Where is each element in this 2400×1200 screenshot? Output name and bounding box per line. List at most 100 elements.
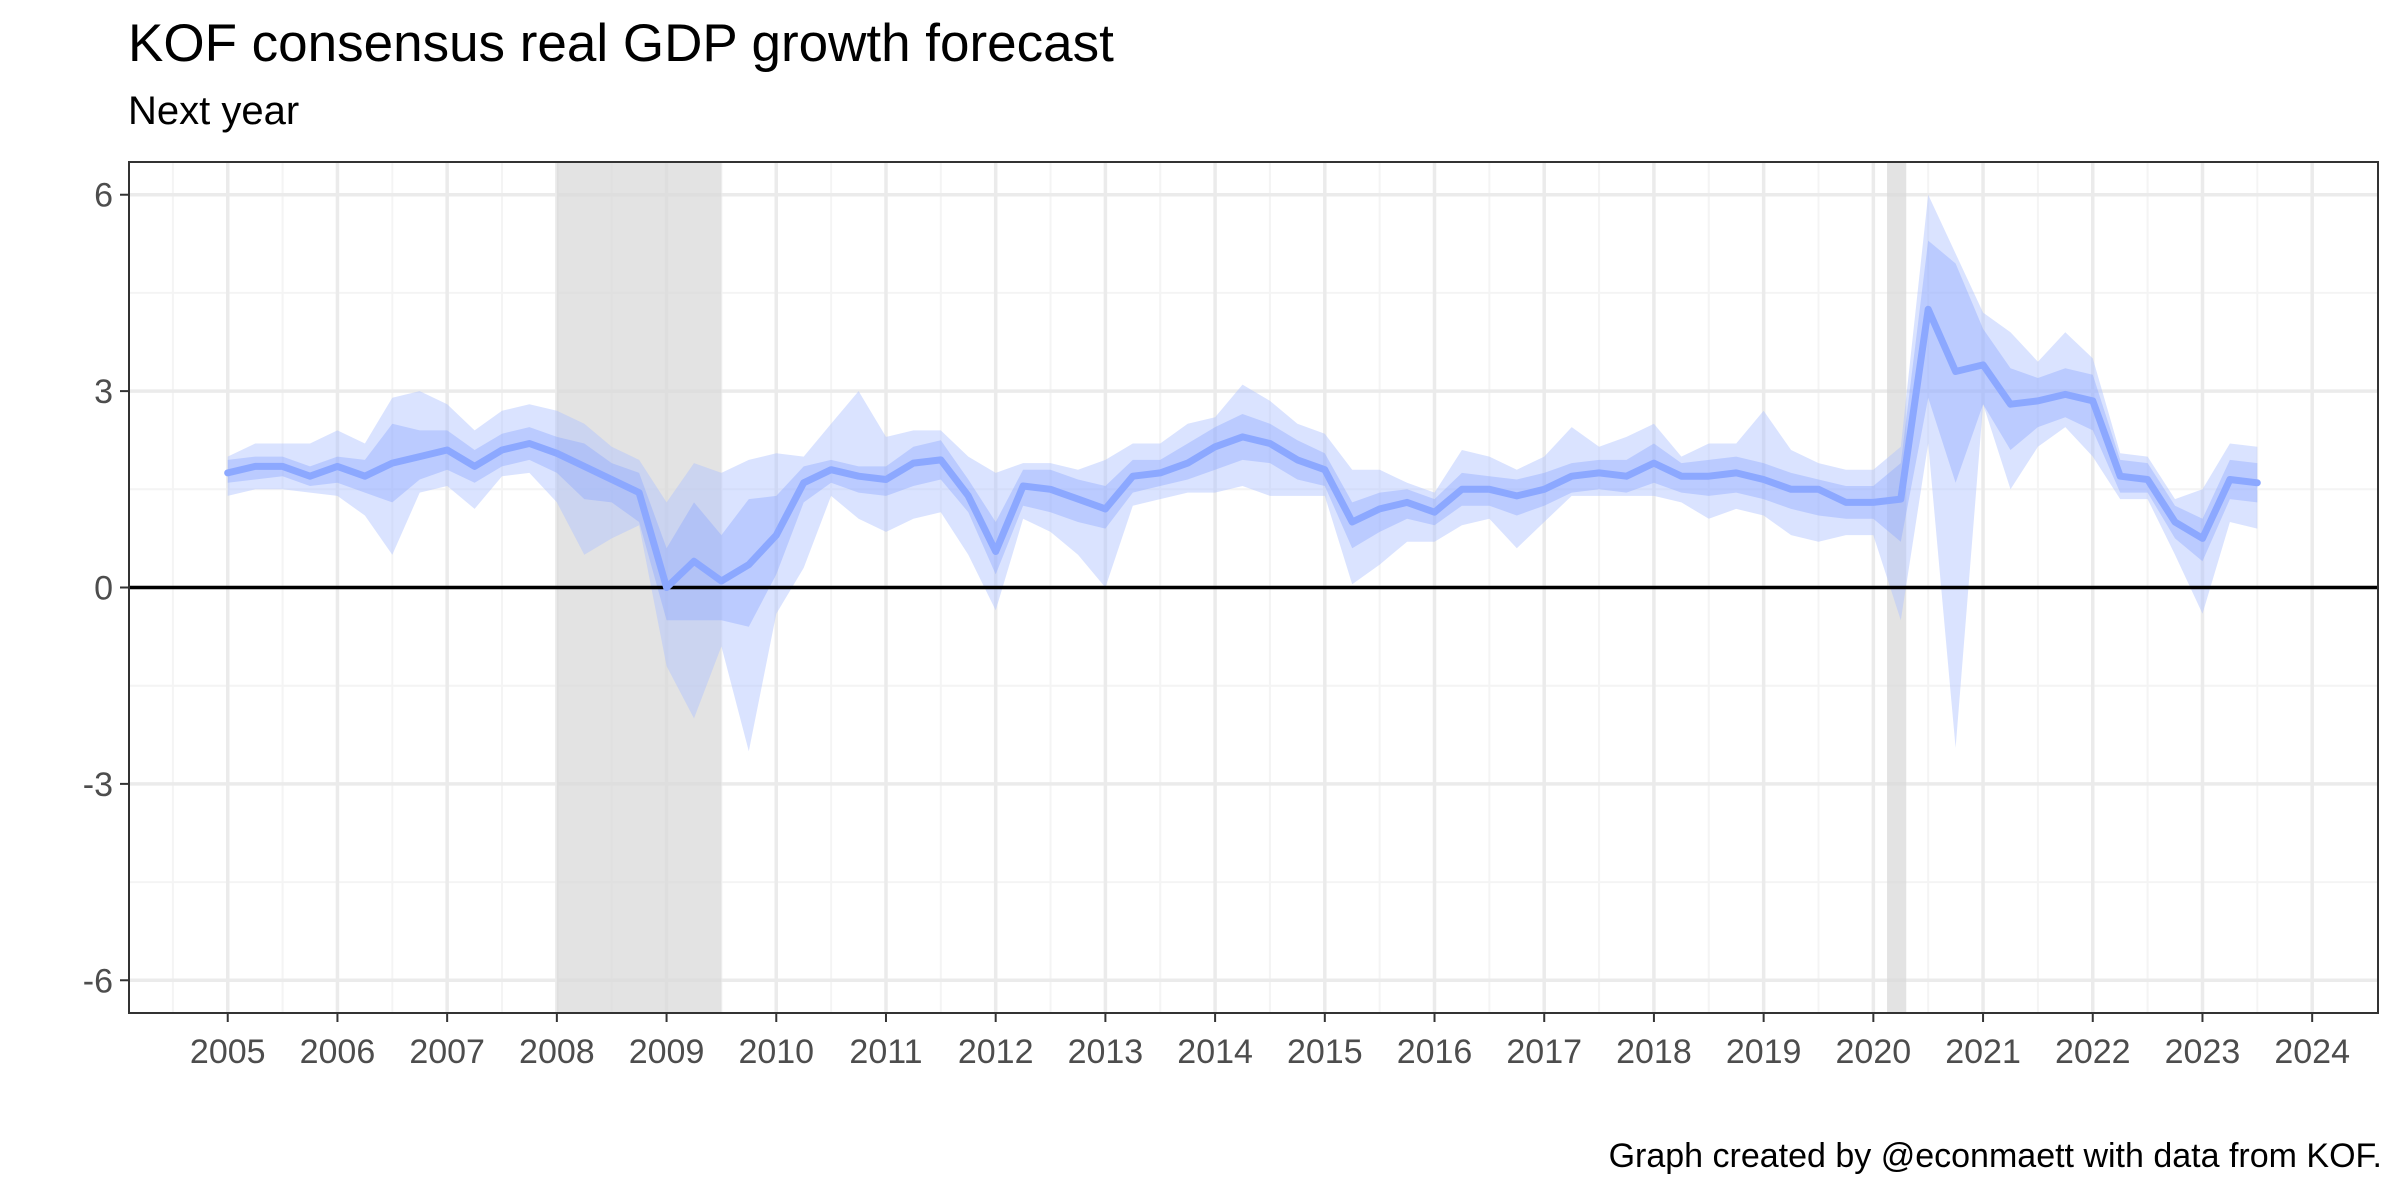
x-tick-label: 2012 [958, 1033, 1034, 1071]
data-point [637, 491, 641, 495]
data-point [253, 464, 257, 468]
data-point [1899, 497, 1903, 501]
y-tick-label: 3 [94, 373, 113, 411]
data-point [2255, 481, 2259, 485]
data-point [1734, 471, 1738, 475]
x-tick-label: 2008 [519, 1033, 595, 1071]
data-point [1871, 500, 1875, 504]
x-tick-label: 2007 [409, 1033, 485, 1071]
data-point [1021, 484, 1025, 488]
data-point [308, 474, 312, 478]
data-point [1570, 474, 1574, 478]
data-point [582, 464, 586, 468]
chart-title: KOF consensus real GDP growth forecast [128, 14, 1114, 73]
data-point [1789, 487, 1793, 491]
data-point [390, 461, 394, 465]
data-point [1378, 507, 1382, 511]
y-tick-label: 0 [94, 570, 113, 608]
x-tick-label: 2024 [2274, 1033, 2350, 1071]
data-point [1103, 507, 1107, 511]
data-point [1323, 468, 1327, 472]
data-point [1981, 363, 1985, 367]
data-point [281, 464, 285, 468]
data-point [1652, 461, 1656, 465]
x-tick-label: 2014 [1177, 1033, 1253, 1071]
forecast-bands [227, 194, 2258, 752]
data-point [363, 474, 367, 478]
data-point [1926, 307, 1930, 311]
data-point [1844, 500, 1848, 504]
x-tick-label: 2019 [1726, 1033, 1802, 1071]
data-point [1241, 435, 1245, 439]
data-point [802, 481, 806, 485]
data-point [829, 468, 833, 472]
data-point [418, 455, 422, 459]
data-point [445, 448, 449, 452]
data-point [692, 559, 696, 563]
y-tick-label: -3 [83, 766, 113, 804]
data-point [527, 441, 531, 445]
x-tick-label: 2022 [2055, 1033, 2131, 1071]
data-point [1762, 477, 1766, 481]
axes: -6 -3 0 3 6 2005 2006 2007 2008 2009 2010 2011 2012 2… [83, 161, 2379, 1071]
data-point [1076, 497, 1080, 501]
data-point [2063, 392, 2067, 396]
data-point [747, 563, 751, 567]
data-point [2008, 402, 2012, 406]
x-tick-label: 2010 [738, 1033, 814, 1071]
data-point [966, 494, 970, 498]
x-tick-label: 2005 [190, 1033, 266, 1071]
x-tick-label: 2021 [1945, 1033, 2021, 1071]
data-point [1515, 494, 1519, 498]
data-point [1816, 487, 1820, 491]
forecast-median-line [224, 305, 2261, 591]
y-tick-label: -6 [83, 962, 113, 1000]
x-tick-label: 2009 [629, 1033, 705, 1071]
data-point [774, 533, 778, 537]
data-point [1131, 474, 1135, 478]
data-point [1268, 441, 1272, 445]
x-tick-label: 2023 [2165, 1033, 2241, 1071]
data-point [1625, 474, 1629, 478]
data-point [500, 448, 504, 452]
data-point [939, 458, 943, 462]
data-point [226, 471, 230, 475]
data-point [2228, 477, 2232, 481]
data-point [610, 477, 614, 481]
x-tick-label: 2017 [1506, 1033, 1582, 1071]
data-point [2091, 399, 2095, 403]
data-point [1460, 487, 1464, 491]
data-point [665, 586, 669, 589]
data-point [719, 579, 723, 583]
data-point [1707, 474, 1711, 478]
outer-forecast-band [227, 194, 2258, 752]
x-tick-label: 2016 [1397, 1033, 1473, 1071]
x-tick-label: 2011 [849, 1033, 922, 1071]
data-point [1679, 474, 1683, 478]
chart-subtitle: Next year [128, 89, 300, 133]
data-point [1350, 520, 1354, 524]
data-point [335, 464, 339, 468]
data-point [1049, 487, 1053, 491]
data-point [911, 461, 915, 465]
data-point [2146, 477, 2150, 481]
data-point [1597, 471, 1601, 475]
data-point [2173, 520, 2177, 524]
data-point [473, 464, 477, 468]
data-point [1213, 445, 1217, 449]
data-point [857, 474, 861, 478]
data-point [2036, 399, 2040, 403]
x-tick-label: 2018 [1616, 1033, 1692, 1071]
chart-caption: Graph created by @econmaett with data fr… [1608, 1137, 2382, 1175]
data-point [994, 549, 998, 553]
data-point [1186, 461, 1190, 465]
data-point [555, 451, 559, 455]
x-tick-label: 2020 [1836, 1033, 1912, 1071]
data-point [1487, 487, 1491, 491]
data-point [884, 477, 888, 481]
x-tick-label: 2006 [300, 1033, 376, 1071]
data-point [1295, 458, 1299, 462]
data-point [2200, 536, 2204, 540]
x-tick-label: 2013 [1068, 1033, 1144, 1071]
